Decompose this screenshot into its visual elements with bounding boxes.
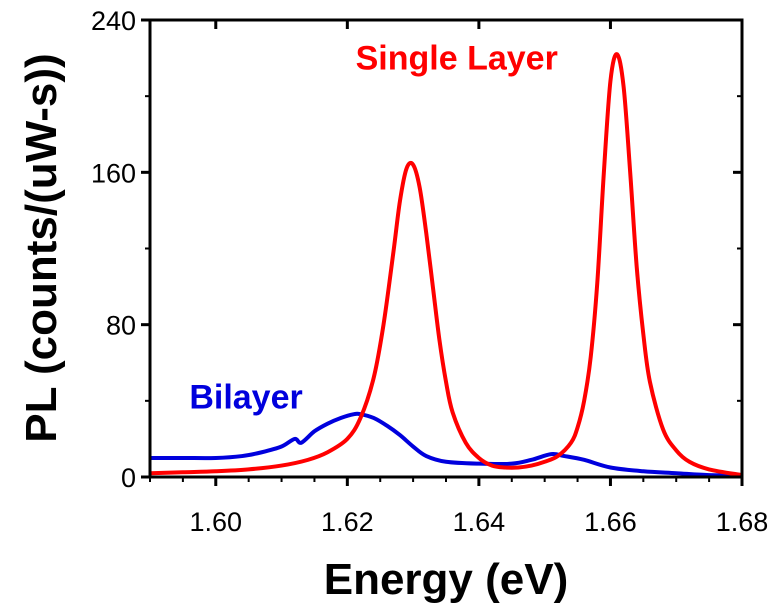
series-label-bilayer: Bilayer xyxy=(189,378,302,416)
x-tick-label: 1.60 xyxy=(189,507,242,537)
x-axis-title: Energy (eV) xyxy=(324,555,569,604)
y-tick-label: 0 xyxy=(121,463,136,493)
y-axis-title: PL (counts/(uW-s)) xyxy=(17,53,66,442)
series-line-bilayer xyxy=(150,411,742,477)
y-tick-label: 240 xyxy=(91,6,136,36)
y-tick-label: 160 xyxy=(91,158,136,188)
x-tick-label: 1.66 xyxy=(584,507,637,537)
series-line-single-layer xyxy=(150,52,742,477)
x-tick-label: 1.68 xyxy=(716,507,769,537)
x-tick-label: 1.62 xyxy=(321,507,374,537)
series-label-single-layer: Single Layer xyxy=(356,40,558,78)
y-tick-label: 80 xyxy=(106,311,136,341)
x-tick-label: 1.64 xyxy=(453,507,506,537)
